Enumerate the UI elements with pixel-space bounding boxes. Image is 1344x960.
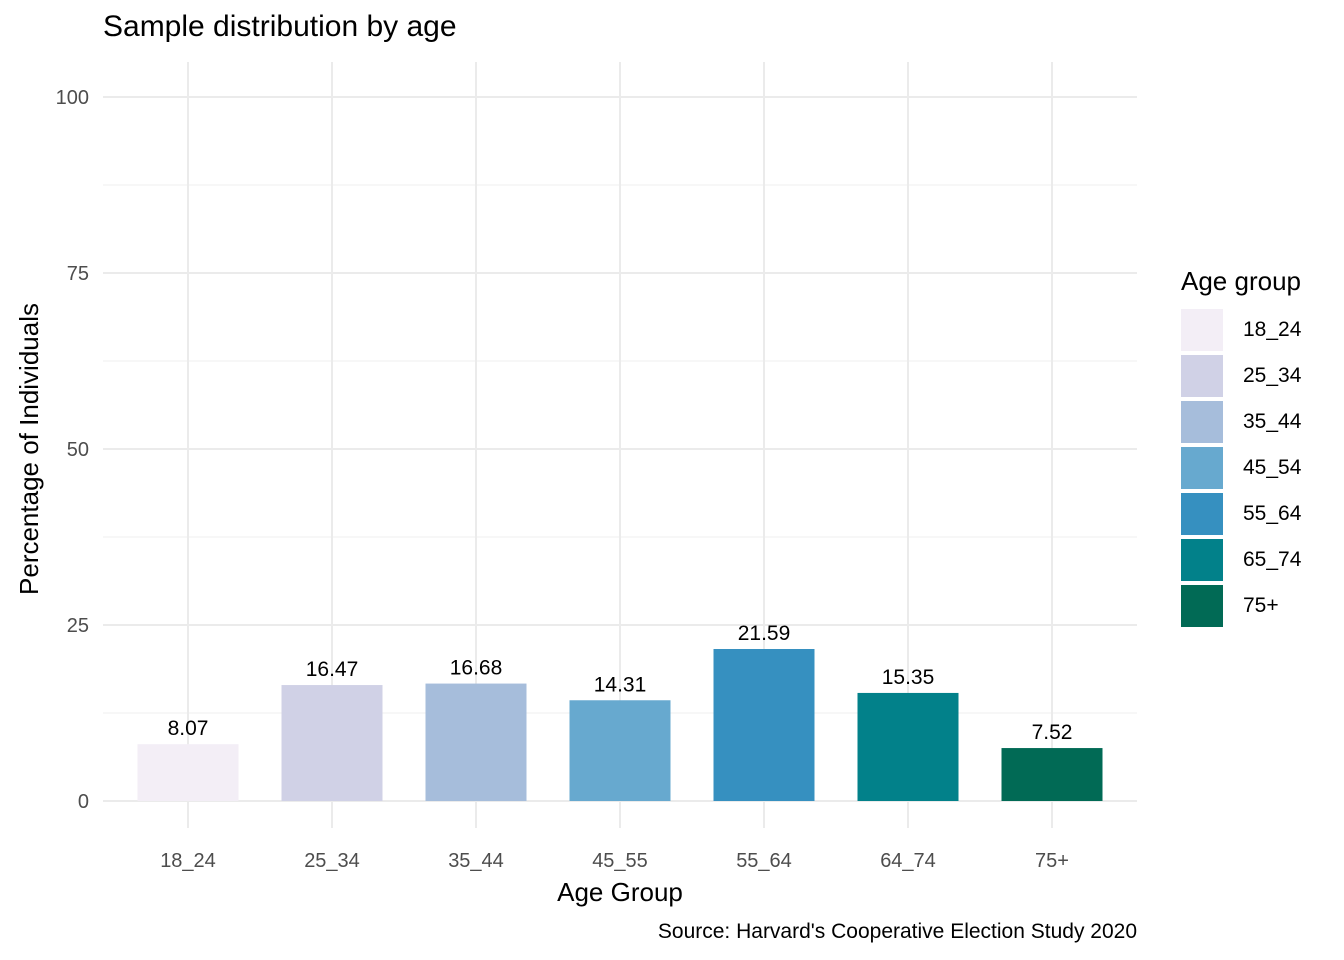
legend-label: 25_34 xyxy=(1243,364,1302,387)
bar-value-label: 14.31 xyxy=(594,673,647,696)
y-tick-label: 0 xyxy=(78,791,89,813)
bar xyxy=(425,683,527,801)
legend-label: 55_64 xyxy=(1243,502,1302,525)
x-tick-label: 55_64 xyxy=(736,850,792,872)
legend-label: 65_74 xyxy=(1243,548,1302,571)
y-tick-label: 75 xyxy=(67,263,89,285)
legend-item: 25_34 xyxy=(1181,353,1301,399)
x-tick-label: 18_24 xyxy=(160,850,216,872)
legend-swatch xyxy=(1181,493,1223,535)
legend-swatch xyxy=(1181,401,1223,443)
source-caption: Source: Harvard's Cooperative Election S… xyxy=(657,920,1137,943)
legend-swatch xyxy=(1181,309,1223,351)
x-tick-label: 35_44 xyxy=(448,850,504,872)
legend: Age group 18_24 25_34 35_44 45_54 55_64 65_74… xyxy=(1181,266,1301,629)
legend-item: 55_64 xyxy=(1181,491,1301,537)
bar xyxy=(569,700,671,801)
legend-item: 18_24 xyxy=(1181,307,1301,353)
y-tick-label: 100 xyxy=(56,87,89,109)
x-tick-label: 25_34 xyxy=(304,850,360,872)
bar-value-label: 21.59 xyxy=(738,622,791,645)
y-axis-title: Percentage of Individuals xyxy=(14,303,44,595)
legend-title: Age group xyxy=(1181,266,1301,296)
legend-label: 35_44 xyxy=(1243,410,1302,433)
bar xyxy=(137,744,239,801)
x-tick-label: 75+ xyxy=(1035,850,1069,872)
x-axis-title: Age Group xyxy=(557,877,683,907)
legend-item: 35_44 xyxy=(1181,399,1301,445)
bar-value-label: 7.52 xyxy=(1032,721,1073,744)
legend-item: 65_74 xyxy=(1181,537,1301,583)
legend-swatch xyxy=(1181,355,1223,397)
y-tick-label: 50 xyxy=(67,439,89,461)
legend-swatch xyxy=(1181,585,1223,627)
legend-swatch xyxy=(1181,539,1223,581)
x-tick-label: 64_74 xyxy=(880,850,936,872)
bar-value-label: 16.68 xyxy=(450,657,503,680)
legend-label: 75+ xyxy=(1243,594,1279,617)
chart-title: Sample distribution by age xyxy=(103,10,457,43)
y-tick-label: 25 xyxy=(67,615,89,637)
legend-swatch xyxy=(1181,447,1223,489)
bar xyxy=(281,685,383,801)
legend-item: 75+ xyxy=(1181,583,1301,629)
legend-item: 45_54 xyxy=(1181,445,1301,491)
bar xyxy=(857,692,959,801)
bar-value-label: 16.47 xyxy=(306,658,359,681)
legend-items: 18_24 25_34 35_44 45_54 55_64 65_74 75+ xyxy=(1181,307,1301,629)
bar xyxy=(713,649,815,801)
bar-value-label: 15.35 xyxy=(882,666,935,689)
legend-label: 18_24 xyxy=(1243,318,1302,341)
x-tick-label: 45_55 xyxy=(592,850,648,872)
bar xyxy=(1001,748,1103,801)
legend-label: 45_54 xyxy=(1243,456,1302,479)
bar-value-label: 8.07 xyxy=(168,717,209,740)
